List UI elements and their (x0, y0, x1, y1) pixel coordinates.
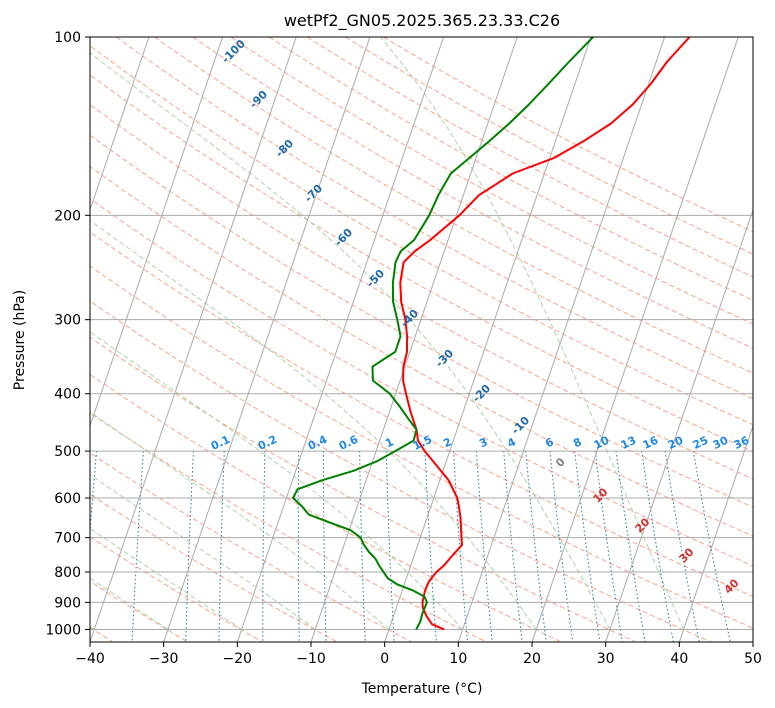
mixing-ratio-line (185, 451, 194, 642)
y-tick-label: 400 (54, 387, 81, 403)
mixing-ratio-label: 13 (619, 434, 638, 452)
dry-adiabat-line (90, 231, 753, 598)
y-tick-label: 500 (54, 444, 81, 460)
mixing-ratio-line (359, 451, 366, 642)
isotherm-line (310, 37, 518, 642)
dry-adiabat-line (116, 37, 753, 400)
dry-adiabat-line (90, 104, 753, 480)
mixing-ratio-label: 25 (691, 434, 710, 452)
x-tick-label: 30 (597, 651, 615, 667)
x-tick-label: −10 (296, 651, 326, 667)
mixing-ratio-label: 16 (641, 434, 661, 452)
dry-adiabat-line (90, 373, 562, 642)
profile-line (399, 37, 691, 631)
x-tick-label: 10 (449, 651, 467, 667)
y-tick-label: 900 (54, 595, 81, 611)
x-tick-label: 40 (670, 651, 688, 667)
plot-frame (89, 36, 754, 643)
dry-adiabat-line (90, 134, 753, 508)
mixing-ratio-line (594, 451, 623, 642)
mixing-ratio-label: 30 (711, 434, 731, 452)
x-axis-label: Temperature (°C) (361, 681, 483, 697)
mixing-ratio-line (574, 451, 601, 642)
mixing-ratio-line (424, 451, 437, 642)
dry-adiabat-line (268, 37, 753, 301)
x-axis-ticks: −40 −30 −20 −10 0 10 20 30 40 50 (75, 642, 762, 667)
y-tick-label: 800 (54, 565, 81, 581)
y-tick-label: 200 (54, 208, 81, 224)
x-tick-label: 50 (744, 651, 762, 667)
dry-adiabat-line (90, 165, 753, 537)
isotherm-line (384, 37, 592, 642)
isotherm-line (752, 640, 753, 642)
y-tick-label: 300 (54, 313, 81, 329)
isotherm-line (531, 37, 739, 642)
isotherm-line (457, 37, 666, 642)
moist-adiabat-line (90, 411, 390, 630)
y-tick-label: 700 (54, 531, 81, 547)
moist-adiabat-line (90, 577, 169, 630)
mixing-ratio-line (385, 451, 395, 642)
moist-adiabat-line (90, 219, 537, 630)
y-axis-ticks: 1000 900 800 700 600 500 400 300 200 100 (45, 30, 90, 638)
mixing-ratio-line (525, 451, 547, 642)
y-tick-label: 600 (54, 491, 81, 507)
y-tick-label: 1000 (45, 622, 81, 638)
y-tick-label: 100 (54, 30, 81, 46)
x-tick-label: −40 (75, 651, 105, 667)
mixing-ratio-line (503, 451, 523, 642)
moist-adiabat-line (90, 331, 463, 630)
mixing-ratio-line (218, 451, 225, 642)
isotherm-line (163, 37, 371, 642)
mixing-ratio-line (262, 451, 266, 642)
mixing-ratio-line (549, 451, 574, 642)
dry-adiabat-line (154, 37, 753, 374)
mixing-ratio-label: 36 (732, 434, 752, 452)
dry-adiabat-line (90, 412, 487, 642)
profile-line (292, 37, 594, 630)
isotherm-line (90, 37, 224, 428)
dry-adiabat-line (90, 493, 338, 642)
dry-adiabat-line (90, 336, 637, 642)
x-tick-label: −20 (223, 651, 253, 667)
mixing-ratio-label: 10 (592, 434, 612, 452)
mixing-ratio-line (297, 451, 300, 642)
dry-adiabat-line (90, 265, 753, 629)
moist-adiabat-line (90, 52, 611, 630)
chart-title: wetPf2_GN05.2025.365.23.33.C26 (284, 11, 560, 31)
x-tick-label: −30 (149, 651, 179, 667)
isotherm-line (0, 37, 2, 642)
moist-adiabat-line (90, 527, 242, 630)
y-axis-label: Pressure (hPa) (12, 290, 28, 390)
dry-adiabat-line (230, 37, 753, 325)
isotherm-line (678, 424, 753, 642)
mixing-ratio-line (615, 451, 646, 642)
x-tick-label: 0 (380, 651, 389, 667)
profiles (292, 37, 691, 631)
mixing-ratio-line (453, 451, 468, 642)
mixing-ratio-line (322, 451, 327, 642)
isotherm-line (236, 37, 445, 642)
isotherm-line (605, 208, 753, 642)
isotherm-line (90, 37, 150, 212)
grid-lines (0, 37, 753, 642)
mixing-ratio-label: 20 (666, 434, 686, 452)
plot-area (90, 37, 753, 642)
mixing-ratio-line (131, 451, 144, 642)
isotherm-line (90, 37, 297, 642)
x-tick-label: 20 (523, 651, 541, 667)
dry-adiabat-line (90, 300, 711, 642)
